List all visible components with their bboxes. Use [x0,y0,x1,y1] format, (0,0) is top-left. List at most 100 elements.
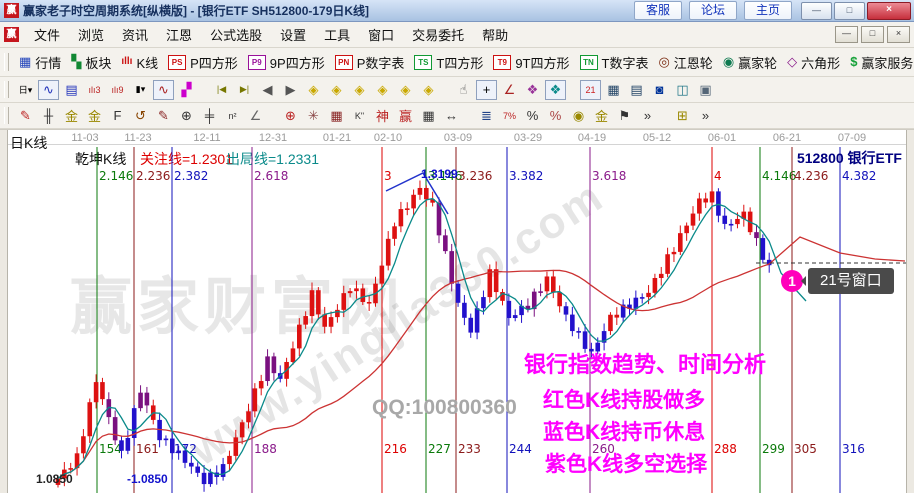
toolbar-item-T四方形[interactable]: TS T四方形 [414,53,483,72]
hand-tool-icon[interactable]: ☝ [459,81,468,97]
bars-small-3-icon[interactable]: ılı3 [88,84,101,95]
menu-item-0[interactable]: 文件 [34,28,61,43]
forum-button[interactable]: 论坛 [688,1,737,20]
menu-item-4[interactable]: 公式选股 [210,28,263,43]
candlestick-canvas[interactable] [0,130,914,493]
menu-item-3[interactable]: 江恩 [166,28,193,43]
home-button[interactable]: 主页 [743,1,792,20]
diamond-arrow-left-icon[interactable]: ◈ [308,81,319,97]
chart-area[interactable]: 赢家财富网 www.yingjia360.com 日K线 乾坤K线 关注线=1.… [0,129,914,493]
price-steps-icon[interactable]: ≣ [481,107,492,123]
n-squared-icon[interactable]: n² [228,110,237,121]
toolbar-item-T数字表[interactable]: TN T数字表 [579,53,648,72]
gann-shape-teal-icon[interactable]: ❖ [545,79,566,100]
grid-numbers-icon[interactable]: ▦ [422,107,435,123]
pen-mark-icon[interactable]: ✎ [158,107,169,123]
toolbar-item-label: T四方形 [436,55,484,71]
menu-item-2[interactable]: 资讯 [122,28,149,43]
toolbar-item-P四方形[interactable]: PS P四方形 [168,53,238,72]
toolbar-item-9P四方形[interactable]: P9 9P四方形 [247,53,325,72]
save-icon[interactable]: ◙ [655,82,664,97]
toolbar-item-板块[interactable]: ▚ 板块 [71,53,111,72]
badge-icon: P9 [247,54,266,70]
gann-shape-purple-icon[interactable]: ❖ [526,81,539,97]
pattern-red-toggle-icon[interactable]: ∿ [153,79,174,100]
app-logo-icon: 赢 [4,3,19,18]
gold-circle-icon[interactable]: ◉ [572,107,585,123]
more-chevron-2-icon[interactable]: » [701,108,710,123]
toolbar-item-行情[interactable]: ▦ 行情 [19,53,61,72]
window-number-tooltip: 21号窗口 [801,268,894,294]
toolbar-item-P数字表[interactable]: PN P数字表 [334,53,404,72]
toolbar-item-六角形[interactable]: ◇ 六角形 [787,53,840,72]
angle-mirror-icon[interactable]: ∠ [249,107,262,123]
toolbar-item-label: 江恩轮 [673,55,713,71]
publish-chart-icon[interactable]: ◫ [676,81,689,97]
more-chevron-icon[interactable]: » [643,108,652,123]
shen-tool-icon[interactable]: 神 [375,109,389,124]
percent-7-icon[interactable]: 7% [502,110,516,121]
child-restore-button[interactable]: □ [861,26,884,43]
brush-icon[interactable]: ✎ [20,107,31,123]
nav-prev-icon[interactable]: ◀ [262,81,273,97]
circle-comb-icon[interactable]: ⊕ [181,107,192,123]
diamond-expand-icon[interactable]: ◈ [400,81,411,97]
nav-last-icon[interactable]: ▶| [239,84,250,94]
diamond-center-icon[interactable]: ◈ [423,81,434,97]
service-button[interactable]: 客服 [633,1,682,20]
menu-item-7[interactable]: 窗口 [368,28,395,43]
comb-plain-icon[interactable]: ╪ [204,108,215,123]
toolbar-item-K线[interactable]: ıllı K线 [121,53,158,72]
calculator-icon[interactable]: ▦ [607,81,620,97]
nav-next-icon[interactable]: ▶ [285,81,296,97]
star-wheel-icon[interactable]: ✳ [308,107,319,123]
grid-window-red-icon[interactable]: ▦ [330,107,343,123]
toolbar-item-label: 9P四方形 [269,55,325,71]
menu-item-5[interactable]: 设置 [280,28,307,43]
fibo-F-icon[interactable]: F [113,108,122,123]
diamond-arrow-swap-icon[interactable]: ◈ [354,81,365,97]
info-note-icon[interactable]: ▤ [65,81,78,97]
menu-item-6[interactable]: 工具 [324,28,351,43]
ying-tool-icon[interactable]: 赢 [398,109,412,124]
gold-comb-2-icon[interactable]: 金 [87,109,101,124]
spiral-icon[interactable]: ↺ [135,107,146,123]
percent-lines-icon[interactable]: % [549,108,562,123]
toolbar-item-9T四方形[interactable]: T9 9T四方形 [493,53,570,72]
child-close-button[interactable]: × [887,26,910,43]
candle-style-selector-icon[interactable]: ▮▾ [135,84,146,94]
remote-computer-icon[interactable]: ▣ [699,81,712,97]
drawing-toolbar: ✎ ╫ 金金 F ↺ ✎ ⊕ ╪ n² ∠ ⊕ ✳ ▦ K" 神赢 ▦ ↔ ≣ 7%%% ◉ 金 ⚑» ⊞» [0,103,914,129]
window-number-badge[interactable]: 1 [781,270,803,292]
flag-brush-icon[interactable]: ⚑ [618,107,631,123]
gold-comb-1-icon[interactable]: 金 [64,109,78,124]
k-mark-icon[interactable]: K" [354,110,365,121]
diamond-arrow-right-icon[interactable]: ◈ [331,81,342,97]
maximize-button[interactable]: □ [834,1,865,20]
gold-lines-icon[interactable]: 金 [594,109,608,124]
minimize-button[interactable]: — [801,1,832,20]
calendar-21-icon[interactable]: 21 [580,79,601,100]
span-arrows-icon[interactable]: ↔ [445,108,458,123]
color-chart-icon[interactable]: ▞ [181,81,192,97]
toolbar-item-江恩轮[interactable]: ◎ 江恩轮 [658,53,712,72]
percent-icon[interactable]: % [526,108,539,123]
diamond-close-icon[interactable]: ◈ [377,81,388,97]
notepad-icon[interactable]: ▤ [630,81,643,97]
period-day-selector-icon[interactable]: 日▾ [18,85,33,95]
crosshair-tool-icon[interactable]: + [476,79,497,100]
nav-first-icon[interactable]: |◀ [216,84,227,94]
angle-tool-icon[interactable]: ∠ [503,81,516,97]
close-button[interactable]: × [867,1,911,20]
menu-item-9[interactable]: 帮助 [482,28,509,43]
child-minimize-button[interactable]: — [835,26,858,43]
target-circle-icon[interactable]: ⊕ [285,107,296,123]
grid-comb-icon[interactable]: ╫ [43,108,54,123]
pattern-wave-toggle-icon[interactable]: ∿ [38,79,59,100]
toolbar-item-赢家服务[interactable]: $ 赢家服务 [850,53,913,72]
menu-item-8[interactable]: 交易委托 [412,28,465,43]
bars-small-9-icon[interactable]: ılı9 [111,84,124,95]
toolbar-item-赢家轮[interactable]: ◉ 赢家轮 [723,53,777,72]
grid-pane-icon[interactable]: ⊞ [677,107,688,123]
menu-item-1[interactable]: 浏览 [78,28,105,43]
